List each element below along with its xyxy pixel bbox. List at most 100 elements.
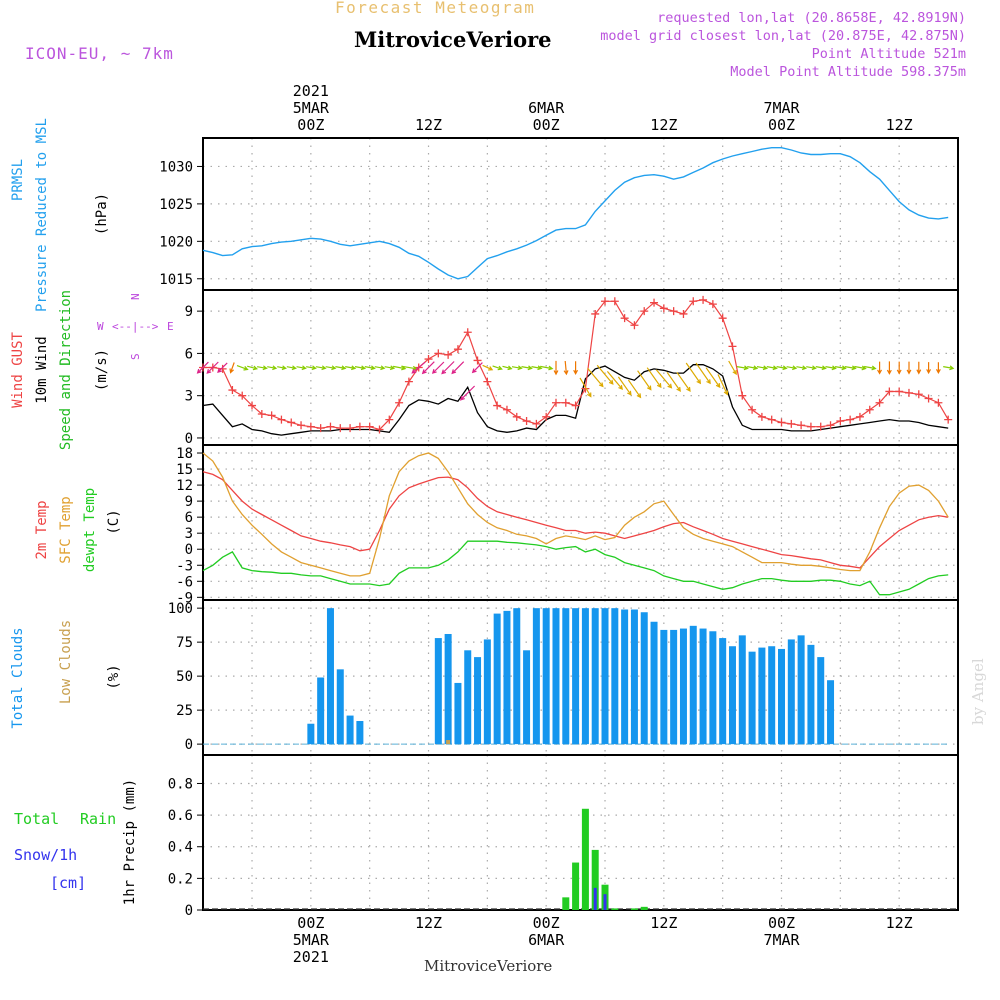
wind-direction-arrow — [335, 365, 347, 371]
gust-point — [316, 424, 325, 433]
wind-direction-arrow — [471, 362, 483, 374]
total-cloud-bar — [346, 715, 354, 745]
y-tick-label: 18 — [176, 446, 193, 462]
gust-point — [522, 417, 531, 426]
wind-direction-label: Speed and Direction — [58, 290, 74, 450]
bottom-time-label: 12Z — [886, 914, 913, 932]
wind-direction-arrow — [354, 365, 367, 371]
y-tick-label: 0.4 — [168, 840, 193, 856]
panel-pressure: 1015 1020 1025 1030 — [159, 137, 959, 291]
gust-point — [424, 355, 433, 364]
total-cloud-bar — [562, 608, 570, 745]
compass-east: E — [167, 320, 174, 333]
wind-direction-arrow — [676, 371, 691, 392]
gust-point — [512, 412, 521, 421]
gust-point — [483, 377, 492, 386]
total-cloud-bar — [807, 644, 815, 745]
total-cloud-bar — [640, 612, 648, 745]
total-cloud-bar — [738, 635, 746, 745]
wind-label: 10m Wind — [34, 336, 50, 403]
wind-direction-arrow — [896, 361, 902, 375]
rain-bar — [591, 849, 599, 910]
gust-point — [689, 297, 698, 306]
snow-label: Snow/1h — [14, 846, 77, 864]
wind-direction-arrow — [229, 362, 235, 374]
wind-direction-arrow — [916, 361, 922, 375]
gust-point — [806, 422, 815, 431]
wind-direction-arrow — [736, 365, 749, 371]
gust-point — [767, 415, 776, 424]
gust-point — [248, 401, 257, 410]
bottom-time-label: 7MAR — [763, 931, 800, 949]
gust-point — [453, 345, 462, 354]
pressure-label-long: Pressure Reduced to MSL — [34, 118, 50, 312]
y-tick-label: 0.6 — [168, 808, 193, 824]
wind-direction-arrow — [943, 365, 955, 371]
total-cloud-bar — [768, 646, 776, 745]
top-time-label: 7MAR — [763, 99, 800, 117]
y-tick-label: 6 — [185, 346, 193, 362]
total-cloud-bar — [670, 629, 678, 745]
wind-direction-arrow — [411, 361, 426, 374]
gust-point — [434, 349, 443, 358]
total-cloud-bar — [611, 608, 619, 745]
wind-direction-arrow — [854, 365, 867, 371]
gust-point — [944, 415, 953, 424]
y-tick-label: 9 — [185, 494, 193, 510]
wind-direction-arrow — [553, 360, 559, 376]
wind-direction-arrow — [666, 371, 681, 392]
wind-direction-arrow — [786, 365, 798, 371]
top-time-label: 00Z — [297, 116, 324, 134]
gust-point — [502, 405, 511, 414]
wind-direction-arrow — [374, 365, 386, 371]
top-time-label: 00Z — [768, 116, 795, 134]
gust-point — [365, 422, 374, 431]
gust-point — [532, 419, 541, 428]
compass-south: S — [129, 353, 142, 360]
gust-point — [895, 387, 904, 396]
bottom-time-label: 6MAR — [528, 931, 565, 949]
wind-direction-arrow — [776, 365, 788, 371]
bottom-time-label: 2021 — [293, 948, 329, 966]
total-cloud-bar — [503, 610, 511, 745]
footer-location: MitroviceVeriore — [424, 957, 553, 975]
gust-point — [395, 398, 404, 407]
gust-point — [571, 401, 580, 410]
gust-point — [610, 297, 619, 306]
bottom-time-label: 12Z — [415, 914, 442, 932]
wind-direction-arrow — [834, 365, 847, 371]
total-cloud-bar — [689, 625, 697, 745]
total-cloud-bar — [591, 608, 599, 745]
wind-unit: (m/s) — [94, 349, 110, 391]
wind-direction-arrow — [877, 361, 883, 375]
total-cloud-bar — [454, 682, 462, 745]
rain-label-rain: Rain — [80, 810, 116, 828]
y-tick-label: 1030 — [159, 159, 193, 175]
wind-direction-arrow — [431, 361, 445, 374]
y-tick-label: 50 — [176, 669, 193, 685]
gust-point — [718, 314, 727, 323]
low-clouds-label: Low Clouds — [58, 620, 74, 704]
gust-point — [650, 298, 659, 307]
total-cloud-bar — [542, 608, 550, 745]
wind-direction-arrow — [451, 361, 465, 375]
wind-direction-arrow — [286, 365, 297, 371]
gust-point — [601, 297, 610, 306]
gust-point — [777, 418, 786, 427]
wind-direction-arrow — [384, 365, 396, 371]
wind-direction-arrow — [257, 365, 268, 371]
snow-bar — [593, 887, 597, 910]
wind-direction-arrow — [685, 362, 702, 385]
compass-west: W — [97, 320, 104, 333]
gust-point — [797, 421, 806, 430]
gust-point — [748, 405, 757, 414]
gust-point — [326, 422, 335, 431]
total-cloud-bar — [758, 647, 766, 745]
wind-direction-arrow — [796, 365, 808, 371]
wind-direction-arrow — [521, 365, 533, 371]
wind-direction-arrow — [196, 361, 209, 374]
watermark: by Angel — [969, 658, 987, 725]
gust-point — [640, 307, 649, 316]
total-cloud-bar — [552, 608, 560, 745]
